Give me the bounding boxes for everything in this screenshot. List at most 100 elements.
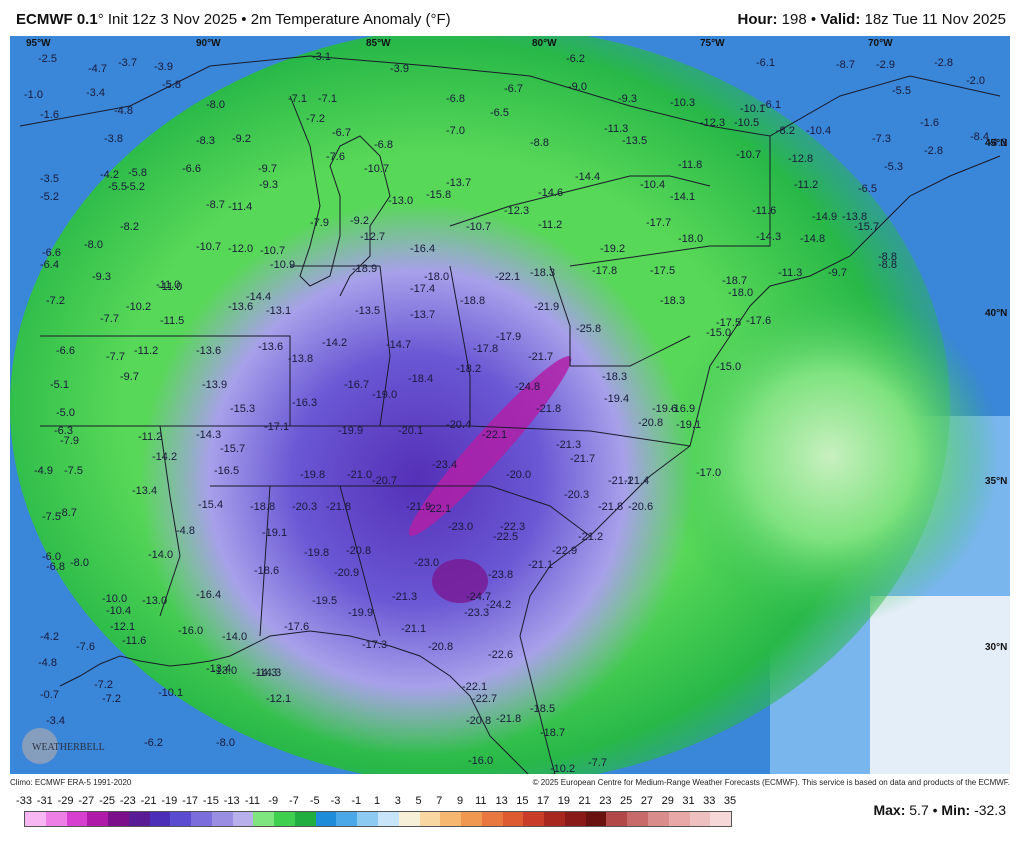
anomaly-label: -11.5	[160, 315, 184, 327]
anomaly-label: -14.8	[800, 233, 825, 245]
anomaly-label: -7.3	[872, 133, 891, 145]
anomaly-label: -4.2	[40, 631, 59, 643]
climo-source: Climo: ECMWF ERA-5 1991-2020	[10, 778, 132, 787]
anomaly-label: -9.2	[350, 215, 369, 227]
anomaly-label: -11.2	[794, 179, 818, 191]
legend-tick: -29	[57, 795, 74, 807]
min-value: -32.3	[970, 802, 1006, 818]
anomaly-label: -21.7	[528, 351, 553, 363]
anomaly-label: -13.1	[266, 305, 291, 317]
legend-tick: -27	[78, 795, 95, 807]
legend-tick: 23	[599, 795, 612, 807]
legend-swatch	[170, 812, 192, 826]
anomaly-label: -14.2	[322, 337, 347, 349]
legend-swatch	[232, 812, 254, 826]
anomaly-label: -19.0	[372, 389, 397, 401]
anomaly-label: -12.1	[110, 621, 135, 633]
anomaly-label: -5.8	[128, 167, 147, 179]
legend-swatch	[274, 812, 295, 826]
anomaly-label: -6.8	[374, 139, 393, 151]
anomaly-label: -2.9	[876, 59, 895, 71]
anomaly-label: -14.0	[148, 549, 173, 561]
legend-tick: 33	[703, 795, 716, 807]
legend-tick: 17	[536, 795, 550, 807]
appalachian-cold-streak	[408, 356, 572, 536]
anomaly-label: -9.3	[259, 179, 278, 191]
anomaly-label: -15.0	[706, 327, 731, 339]
legend-swatch	[315, 812, 337, 826]
anomaly-label: -17.4	[410, 283, 435, 295]
anomaly-label: -18.8	[460, 295, 485, 307]
anomaly-label: -9.7	[120, 371, 139, 383]
legend-swatch	[710, 812, 732, 826]
anomaly-label: -12.3	[504, 205, 529, 217]
anomaly-label: -21.3	[556, 439, 581, 451]
anomaly-label: -6.8	[46, 561, 65, 573]
anomaly-label: -8.7	[58, 507, 77, 519]
lon-label-75w: 75°W	[700, 38, 725, 49]
anomaly-label: -13.8	[288, 353, 313, 365]
anomaly-label: -15.7	[220, 443, 245, 455]
anomaly-label: -19.9	[348, 607, 373, 619]
anomaly-label: -25.8	[576, 323, 601, 335]
anomaly-label: -10.4	[806, 125, 831, 137]
anomaly-label: -13.0	[212, 665, 237, 677]
model-name: ECMWF 0.1	[16, 11, 98, 28]
title-separator: •	[237, 11, 251, 28]
anomaly-label: -6.7	[504, 83, 523, 95]
legend-color-bar	[24, 811, 732, 827]
legend-tick: -25	[99, 795, 115, 807]
anomaly-label: -16.3	[292, 397, 317, 409]
anomaly-label: -8.0	[70, 557, 89, 569]
anomaly-label: -21.8	[326, 501, 351, 513]
anomaly-value-labels: -2.5 -4.7 -3.7 -3.9 -3.1 -3.9 -6.2 -6.1 -8.7 -2.9…	[24, 51, 1007, 774]
legend-swatch	[294, 812, 316, 826]
anomaly-label: -6.7	[332, 127, 351, 139]
anomaly-label: -8.0	[206, 99, 225, 111]
anomaly-label: -17.3	[362, 639, 387, 651]
anomaly-label: -11.0	[158, 281, 182, 293]
anomaly-label: -4.8	[114, 105, 133, 117]
anomaly-label: -19.8	[300, 469, 325, 481]
anomaly-label: -18.0	[678, 233, 703, 245]
anomaly-label: -4.8	[38, 657, 57, 669]
anomaly-label: -8.8	[878, 259, 897, 271]
anomaly-label: -14.3	[252, 667, 277, 679]
valid-separator: •	[806, 11, 821, 28]
anomaly-label: -4.2	[100, 169, 119, 181]
lon-label-95w: 95°W	[26, 38, 51, 49]
anomaly-label: -3.1	[312, 51, 331, 63]
anomaly-label: -6.6	[182, 163, 201, 175]
anomaly-label: -18.7	[540, 727, 565, 739]
legend-tick: 25	[620, 795, 633, 807]
anomaly-label: -10.4	[106, 605, 131, 617]
anomaly-label: -10.2	[550, 763, 575, 774]
lat-label-40n: 40°N	[985, 308, 1007, 319]
anomaly-label: -14.7	[386, 339, 411, 351]
anomaly-label: -11.6	[752, 205, 776, 217]
legend-swatch	[647, 812, 669, 826]
anomaly-label: -15.7	[854, 221, 879, 233]
anomaly-label: -7.2	[102, 693, 121, 705]
legend-tick: 15	[516, 795, 529, 807]
coastlines-and-borders	[19, 55, 1001, 774]
legend-tick: 27	[640, 795, 654, 807]
anomaly-label: -5.2	[126, 181, 145, 193]
anomaly-label: -12.1	[266, 693, 291, 705]
legend-tick: 11	[475, 795, 487, 807]
anomaly-label: -10.7	[736, 149, 761, 161]
anomaly-label: -8.8	[530, 137, 549, 149]
anomaly-label: -11.2	[134, 345, 158, 357]
anomaly-label: -7.1	[288, 93, 307, 105]
anomaly-label: -5.5	[108, 181, 127, 193]
anomaly-label: -13.6	[228, 301, 253, 313]
anomaly-label: -17.1	[264, 421, 289, 433]
anomaly-label: -11.0	[156, 279, 180, 291]
legend-swatch	[191, 812, 212, 826]
anomaly-label: -20.7	[372, 475, 397, 487]
legend-swatch	[149, 812, 171, 826]
anomaly-label: -2.8	[924, 145, 943, 157]
anomaly-label: -16.9	[670, 403, 695, 415]
anomaly-label: -14.4	[246, 291, 271, 303]
legend-swatch	[253, 812, 275, 826]
